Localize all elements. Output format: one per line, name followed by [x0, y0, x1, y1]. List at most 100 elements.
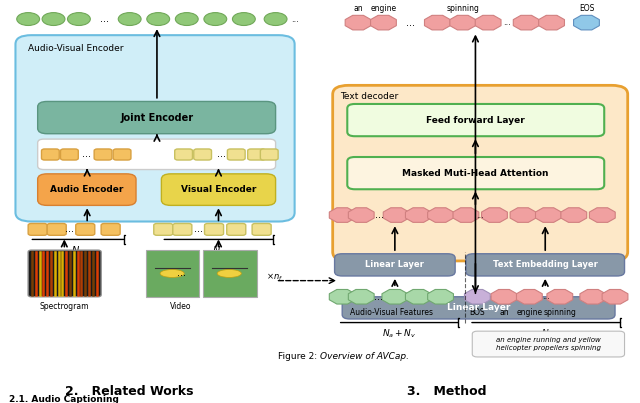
Polygon shape — [330, 208, 355, 222]
Circle shape — [264, 12, 287, 25]
FancyBboxPatch shape — [154, 224, 173, 235]
FancyBboxPatch shape — [348, 104, 604, 136]
Polygon shape — [348, 208, 374, 222]
FancyBboxPatch shape — [333, 85, 628, 261]
Text: Text decoder: Text decoder — [340, 92, 399, 101]
Bar — [145, 250, 200, 297]
Polygon shape — [476, 15, 501, 30]
FancyBboxPatch shape — [227, 149, 245, 160]
FancyBboxPatch shape — [342, 297, 615, 319]
FancyBboxPatch shape — [348, 157, 604, 189]
FancyBboxPatch shape — [15, 35, 294, 222]
Text: 2.1. Audio Captioning: 2.1. Audio Captioning — [9, 395, 119, 403]
Polygon shape — [561, 208, 587, 222]
Text: Overview of AVCap.: Overview of AVCap. — [320, 352, 409, 361]
Text: Video: Video — [170, 302, 191, 311]
Polygon shape — [383, 208, 409, 222]
Text: Linear Layer: Linear Layer — [447, 303, 510, 312]
Text: engine: engine — [516, 308, 543, 317]
Text: ...: ... — [542, 292, 550, 301]
Polygon shape — [547, 289, 573, 304]
FancyBboxPatch shape — [42, 149, 60, 160]
Polygon shape — [580, 289, 605, 304]
Text: Figure 2:: Figure 2: — [278, 352, 320, 361]
Polygon shape — [450, 15, 476, 30]
Text: an: an — [353, 4, 363, 12]
FancyBboxPatch shape — [248, 149, 266, 160]
FancyBboxPatch shape — [335, 254, 455, 276]
Text: $N_v$: $N_v$ — [212, 244, 225, 258]
Text: Text Embedding Layer: Text Embedding Layer — [493, 260, 598, 269]
Text: an: an — [499, 308, 509, 317]
Polygon shape — [428, 289, 453, 304]
Polygon shape — [481, 208, 508, 222]
Polygon shape — [424, 15, 451, 30]
Text: ...: ... — [177, 268, 186, 278]
FancyBboxPatch shape — [101, 224, 120, 235]
Polygon shape — [428, 208, 453, 222]
Polygon shape — [345, 15, 371, 30]
Text: ...: ... — [406, 18, 415, 28]
FancyBboxPatch shape — [28, 224, 47, 235]
FancyBboxPatch shape — [194, 149, 211, 160]
Circle shape — [42, 12, 65, 25]
Text: Joint Encoder: Joint Encoder — [120, 112, 193, 123]
FancyBboxPatch shape — [113, 149, 131, 160]
Polygon shape — [371, 15, 396, 30]
FancyBboxPatch shape — [38, 139, 276, 170]
FancyBboxPatch shape — [472, 331, 625, 357]
Circle shape — [175, 12, 198, 25]
FancyBboxPatch shape — [38, 102, 276, 134]
Text: $N_a + N_v$: $N_a + N_v$ — [382, 327, 417, 340]
Bar — [203, 250, 257, 297]
Text: ...: ... — [82, 150, 91, 160]
Ellipse shape — [160, 270, 184, 277]
FancyBboxPatch shape — [227, 224, 246, 235]
Polygon shape — [406, 208, 431, 222]
Text: Audio-Visual Features: Audio-Visual Features — [350, 308, 433, 317]
FancyBboxPatch shape — [76, 224, 95, 235]
FancyBboxPatch shape — [161, 174, 276, 206]
FancyBboxPatch shape — [38, 174, 136, 206]
Polygon shape — [573, 15, 600, 30]
Text: $N_a$: $N_a$ — [71, 244, 84, 258]
Text: spinning: spinning — [446, 4, 479, 12]
Circle shape — [232, 12, 255, 25]
Polygon shape — [536, 208, 561, 222]
Polygon shape — [330, 289, 355, 304]
Text: Audio Encoder: Audio Encoder — [51, 185, 124, 194]
FancyBboxPatch shape — [61, 149, 78, 160]
Text: ...: ... — [503, 18, 511, 27]
Text: Visual Encoder: Visual Encoder — [181, 185, 256, 194]
Text: 2.   Related Works: 2. Related Works — [65, 384, 194, 397]
FancyBboxPatch shape — [175, 149, 193, 160]
Ellipse shape — [217, 270, 241, 277]
Polygon shape — [491, 289, 517, 304]
Polygon shape — [348, 289, 374, 304]
Text: Spectrogram: Spectrogram — [40, 302, 89, 311]
Polygon shape — [602, 289, 628, 304]
Circle shape — [204, 12, 227, 25]
Polygon shape — [589, 208, 615, 222]
Text: $\times n_f$: $\times n_f$ — [266, 271, 284, 283]
Text: BOS: BOS — [470, 308, 485, 317]
Text: ...: ... — [374, 210, 383, 220]
Text: spinning: spinning — [543, 308, 576, 317]
FancyBboxPatch shape — [205, 224, 223, 235]
Text: EOS: EOS — [579, 4, 594, 12]
Text: ...: ... — [216, 150, 225, 160]
Text: ...: ... — [291, 15, 298, 23]
Text: an engine running and yellow
helicopter propellers spinning: an engine running and yellow helicopter … — [496, 337, 601, 351]
Text: $N_t$: $N_t$ — [541, 327, 552, 340]
Polygon shape — [516, 289, 542, 304]
Polygon shape — [453, 208, 479, 222]
FancyBboxPatch shape — [47, 224, 66, 235]
FancyBboxPatch shape — [260, 149, 278, 160]
Polygon shape — [406, 289, 431, 304]
Text: engine: engine — [371, 4, 397, 12]
FancyBboxPatch shape — [28, 250, 101, 297]
Text: Audio-Visual Encoder: Audio-Visual Encoder — [28, 44, 124, 53]
Polygon shape — [510, 208, 536, 222]
Polygon shape — [465, 289, 490, 304]
Text: ...: ... — [100, 14, 109, 24]
